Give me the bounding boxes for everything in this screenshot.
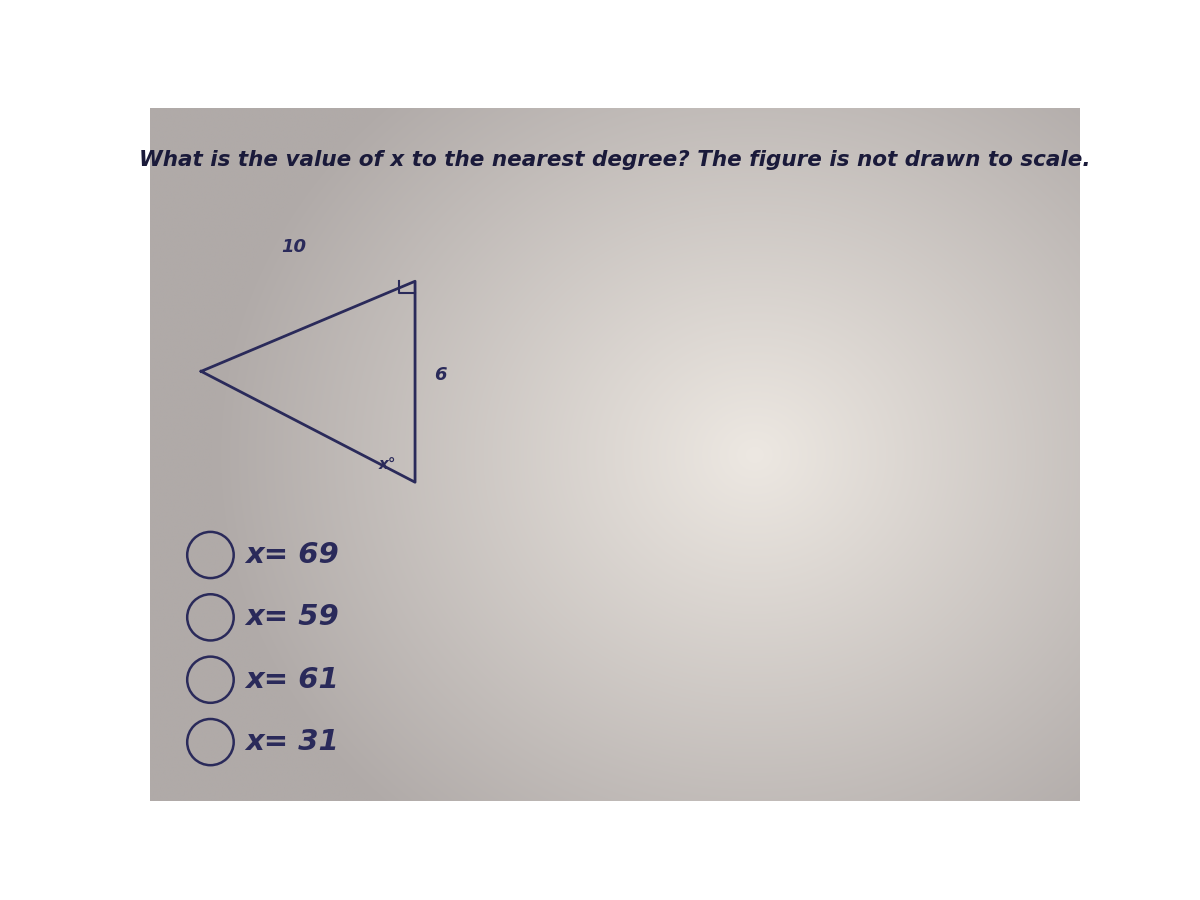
Text: x= 59: x= 59: [245, 603, 338, 632]
Text: x= 61: x= 61: [245, 666, 338, 694]
Text: 6: 6: [433, 365, 446, 383]
Text: What is the value of x to the nearest degree? The figure is not drawn to scale.: What is the value of x to the nearest de…: [139, 150, 1091, 170]
Text: 10: 10: [282, 238, 307, 256]
Text: x°: x°: [378, 457, 396, 472]
Text: x= 31: x= 31: [245, 728, 338, 756]
Text: x= 69: x= 69: [245, 541, 338, 569]
